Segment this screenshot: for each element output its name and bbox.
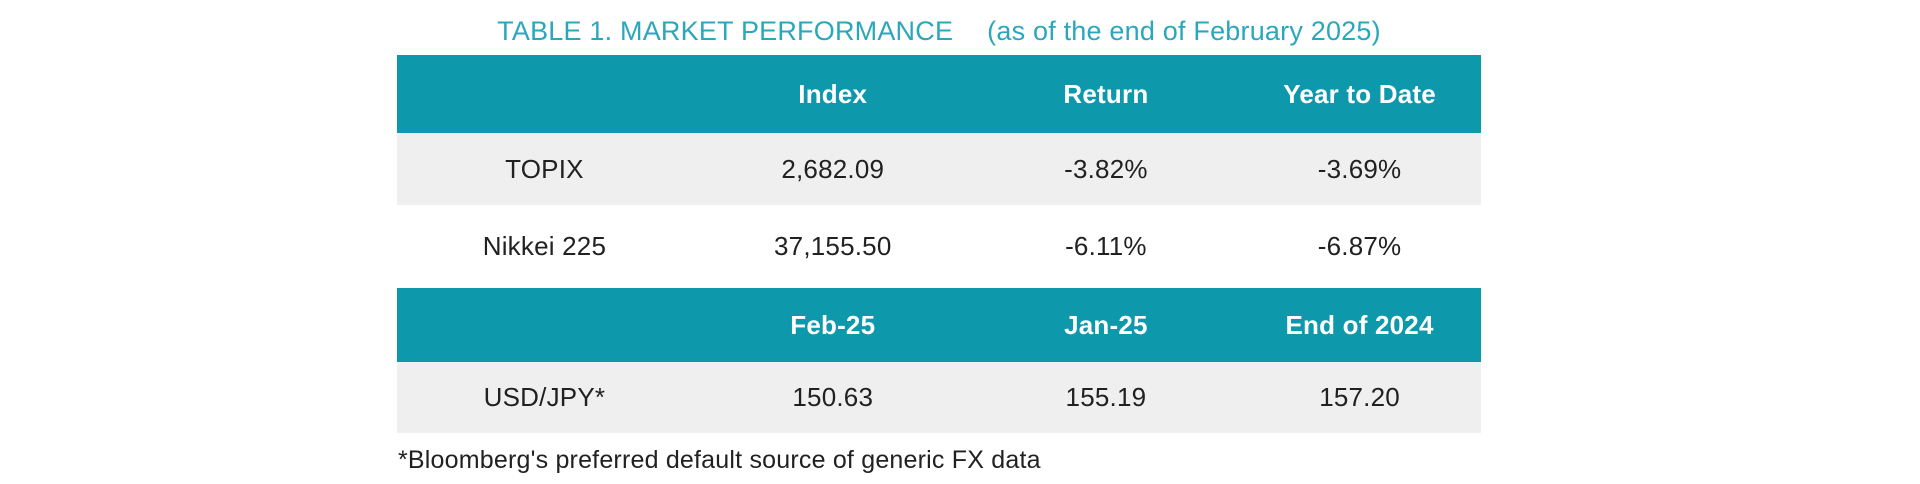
footnote: *Bloomberg's preferred default source of… xyxy=(398,446,1041,474)
row-label-usd-jpy: USD/JPY* xyxy=(483,382,606,412)
row-label-nikkei-225: Nikkei 225 xyxy=(482,231,607,261)
usd-jpy-end-of-2024-value: 157.20 xyxy=(1319,382,1400,412)
row-label-topix: TOPIX xyxy=(505,153,584,184)
fx-header-cell-feb-25: Feb-25 xyxy=(790,309,876,340)
header-cell-year-to-date: Year to Date xyxy=(1283,78,1436,109)
usd-jpy-feb-25-value: 150.63 xyxy=(792,382,874,412)
table-row-usd-jpy: USD/JPY* 150.63 155.19 157.20 xyxy=(397,362,1481,433)
nikkei-index-value: 37,155.50 xyxy=(774,231,892,261)
topix-index-value: 2,682.09 xyxy=(781,153,885,184)
fx-header-row: Feb-25 Jan-25 End of 2024 xyxy=(397,288,1481,362)
market-performance-table: Index Return Year to Date TOPIX 2,682.09… xyxy=(397,55,1481,433)
index-header-row: Index Return Year to Date xyxy=(397,55,1481,133)
table-title: TABLE 1. MARKET PERFORMANCE (as of the en… xyxy=(397,15,1481,47)
header-cell-return: Return xyxy=(1063,78,1149,109)
fx-header-cell-jan-25: Jan-25 xyxy=(1064,309,1148,340)
fx-header-cell-blank xyxy=(397,288,692,362)
table-title-main: TABLE 1. MARKET PERFORMANCE xyxy=(497,16,954,46)
usd-jpy-jan-25-value: 155.19 xyxy=(1065,382,1147,412)
header-cell-index: Index xyxy=(798,78,868,109)
topix-return-value: -3.82% xyxy=(1064,153,1148,184)
topix-ytd-value: -3.69% xyxy=(1317,153,1402,184)
nikkei-return-value: -6.11% xyxy=(1065,231,1147,261)
header-cell-blank xyxy=(397,55,692,133)
table-row-topix: TOPIX 2,682.09 -3.82% -3.69% xyxy=(397,133,1481,205)
table-title-asof: (as of the end of February 2025) xyxy=(987,16,1381,46)
fx-header-cell-end-of-2024: End of 2024 xyxy=(1285,309,1434,340)
nikkei-ytd-value: -6.87% xyxy=(1317,231,1402,261)
table-row-nikkei-225: Nikkei 225 37,155.50 -6.11% -6.87% xyxy=(397,205,1481,288)
